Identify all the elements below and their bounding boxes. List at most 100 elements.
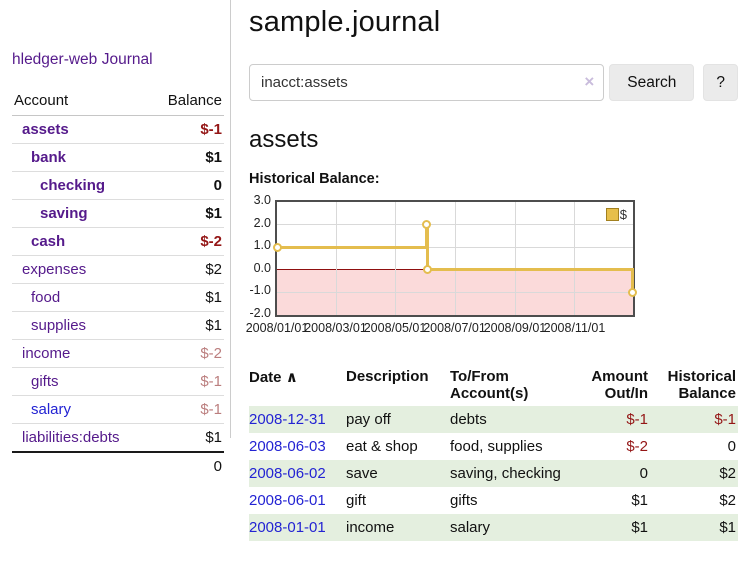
transaction-balance: $1 (650, 514, 738, 541)
account-row: income $-2 (12, 339, 224, 368)
x-axis-label: 2008/07/01 (423, 321, 486, 335)
transaction-accounts: gifts (450, 492, 478, 509)
series-segment (427, 268, 633, 272)
accounts-table: Account Balance assets $-1 bank $1 checking 0… (12, 90, 224, 480)
transaction-date-link[interactable]: 2008-12-31 (249, 411, 326, 428)
transaction-amount: $-1 (570, 406, 650, 433)
historical-balance-chart: $ 3.0 2.0 1.0 0.0 -1.0 -2.0 2008/01/01 2008/03/… (246, 193, 639, 342)
transaction-accounts: food, supplies (450, 438, 543, 455)
account-balance: $-1 (149, 395, 224, 424)
account-link-bank[interactable]: bank (31, 149, 67, 166)
page-title: sample.journal (249, 6, 441, 38)
transaction-date-link[interactable]: 2008-01-01 (249, 519, 326, 536)
y-axis-label: 2.0 (253, 215, 271, 230)
chart-legend: $ (605, 207, 627, 222)
account-balance: $-2 (149, 339, 224, 368)
y-axis-label: -2.0 (249, 306, 271, 320)
account-row: checking 0 (12, 171, 224, 200)
account-balance: $1 (149, 143, 224, 172)
sort-ascending-icon: ∧ (285, 369, 298, 386)
x-axis-label: 2008/01/01 (245, 321, 309, 335)
account-row: bank $1 (12, 143, 224, 172)
account-link-income[interactable]: income (22, 345, 71, 362)
sidebar-item-journal[interactable]: Journal (101, 51, 153, 68)
transaction-description: pay off (346, 406, 450, 433)
account-row: supplies $1 (12, 311, 224, 340)
data-point-marker (272, 242, 282, 252)
account-link-cash[interactable]: cash (31, 233, 66, 250)
register-header-accounts: To/From Account(s) (450, 368, 529, 402)
transaction-balance: $2 (719, 492, 736, 509)
transaction-accounts: salary (450, 514, 570, 541)
transaction-amount: $-2 (626, 438, 648, 455)
transaction-balance: $2 (650, 460, 738, 487)
series-segment (277, 245, 427, 249)
register-header-balance: Historical Balance (667, 368, 736, 402)
accounts-header-balance: Balance (149, 90, 224, 116)
account-row: liabilities:debts $1 (12, 423, 224, 453)
account-link-checking[interactable]: checking (40, 177, 106, 194)
date-header-label: Date (249, 369, 282, 386)
main-content: sample.journal × Search ? assets Histori… (246, 0, 742, 541)
transaction-description: eat & shop (346, 438, 418, 455)
series-segment (630, 268, 634, 294)
transaction-date-link[interactable]: 2008-06-01 (249, 492, 326, 509)
chart-plot-area: $ (272, 200, 637, 317)
transaction-amount: 0 (570, 460, 650, 487)
transaction-description: save (346, 460, 450, 487)
y-gridline (277, 224, 633, 226)
data-point-marker (627, 287, 637, 297)
account-balance: $-1 (149, 367, 224, 396)
x-gridline (395, 202, 397, 315)
x-gridline (574, 202, 576, 315)
clear-search-icon[interactable]: × (584, 72, 595, 91)
register-header-amount: Amount Out/In (591, 368, 648, 402)
search-input-wrap: × (249, 64, 605, 101)
account-balance: $-1 (149, 115, 224, 144)
accounts-header-account: Account (12, 90, 150, 116)
register-header-date[interactable]: Date ∧ (249, 366, 346, 406)
transaction-balance: $-1 (650, 406, 738, 433)
x-axis-label: 2008/11/01 (543, 321, 606, 335)
x-axis-label: 2008/05/01 (363, 321, 427, 335)
account-link-food[interactable]: food (31, 289, 61, 306)
account-row: gifts $-1 (12, 367, 224, 396)
account-link-saving[interactable]: saving (40, 205, 88, 222)
search-button[interactable]: Search (609, 64, 695, 101)
chart-title: Historical Balance: (249, 171, 380, 187)
legend-label: $ (619, 207, 627, 222)
account-link-assets[interactable]: assets (22, 121, 69, 138)
search-bar: × Search ? (249, 64, 738, 101)
account-link-supplies[interactable]: supplies (31, 317, 87, 334)
register-row: 2008-06-02 save saving, checking 0 $2 (249, 460, 738, 487)
account-heading: assets (249, 126, 319, 153)
x-gridline (454, 202, 456, 315)
y-gridline (277, 246, 633, 248)
y-axis-label: 3.0 (253, 193, 271, 207)
account-balance: $-2 (149, 227, 224, 256)
app-title-link[interactable]: hledger-web (12, 51, 98, 68)
help-button[interactable]: ? (703, 64, 738, 101)
account-link-salary[interactable]: salary (31, 401, 72, 418)
register-row: 2008-06-03 eat & shop food, supplies $-2 0 (249, 433, 738, 460)
data-point-marker (422, 265, 432, 275)
y-gridline (277, 291, 633, 293)
register-row: 2008-01-01 income salary $1 $1 (249, 514, 738, 541)
x-gridline (514, 202, 516, 315)
transaction-accounts: debts (450, 406, 570, 433)
sidebar: hledger-web Journal Account Balance asse… (0, 0, 231, 480)
account-link-expenses[interactable]: expenses (22, 261, 87, 278)
account-link-liabilities-debts[interactable]: liabilities:debts (22, 429, 120, 446)
transaction-date-link[interactable]: 2008-06-02 (249, 465, 326, 482)
register-header-description: Description (346, 368, 429, 385)
series-segment (425, 223, 429, 272)
transaction-date-link[interactable]: 2008-06-03 (249, 438, 326, 455)
x-axis-label: 2008/09/01 (483, 321, 547, 335)
account-row: saving $1 (12, 199, 224, 228)
search-input[interactable] (249, 64, 605, 101)
account-row: salary $-1 (12, 395, 224, 424)
x-axis-label: 2008/03/01 (304, 321, 367, 335)
account-balance: 0 (149, 171, 224, 200)
account-link-gifts[interactable]: gifts (31, 373, 59, 390)
transaction-description: income (346, 514, 450, 541)
